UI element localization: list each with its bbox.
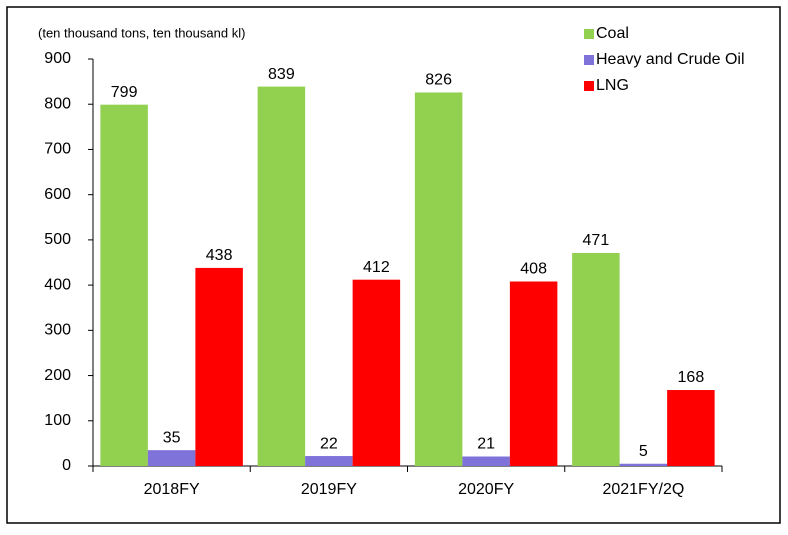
x-tick-label: 2018FY: [144, 481, 200, 498]
y-tick-label: 0: [62, 457, 71, 474]
y-tick-label: 300: [44, 322, 71, 339]
value-label: 35: [163, 429, 181, 446]
value-label: 799: [111, 84, 138, 101]
value-label: 438: [206, 247, 233, 264]
chart-border: [6, 6, 781, 524]
legend-swatch: [584, 29, 594, 39]
y-tick-label: 800: [44, 95, 71, 112]
bar: [462, 456, 510, 466]
bar: [195, 267, 243, 466]
value-label: 408: [520, 261, 547, 278]
value-label: 5: [639, 443, 648, 460]
legend-swatch: [584, 81, 594, 91]
x-tick-label: 2020FY: [458, 481, 514, 498]
y-axis-label: (ten thousand tons, ten thousand kl): [38, 25, 245, 40]
legend-label: Coal: [596, 25, 629, 42]
bar: [509, 281, 558, 466]
bar: [352, 279, 401, 466]
y-tick-label: 600: [44, 186, 71, 203]
value-label: 471: [583, 232, 610, 249]
y-tick-label: 900: [44, 50, 71, 67]
legend-swatch: [584, 55, 594, 65]
bar: [305, 456, 353, 466]
y-tick-label: 700: [44, 141, 71, 158]
x-tick-label: 2019FY: [301, 481, 357, 498]
value-label: 21: [477, 436, 495, 453]
bar: [619, 463, 668, 466]
y-tick-label: 500: [44, 231, 71, 248]
value-label: 412: [363, 259, 390, 276]
value-label: 22: [320, 435, 338, 452]
legend-label: LNG: [596, 77, 629, 94]
value-label: 839: [268, 66, 295, 83]
bar: [414, 92, 463, 466]
bar: [667, 390, 715, 466]
x-tick-label: 2021FY/2Q: [602, 481, 684, 498]
y-tick-label: 200: [44, 367, 71, 384]
legend-label: Heavy and Crude Oil: [596, 51, 745, 68]
bar: [147, 450, 196, 466]
value-label: 168: [678, 369, 705, 386]
y-tick-label: 400: [44, 276, 71, 293]
bar: [572, 253, 620, 466]
bar: [100, 104, 148, 467]
y-tick-label: 100: [44, 412, 71, 429]
bar: [257, 86, 306, 466]
value-label: 826: [425, 72, 452, 89]
